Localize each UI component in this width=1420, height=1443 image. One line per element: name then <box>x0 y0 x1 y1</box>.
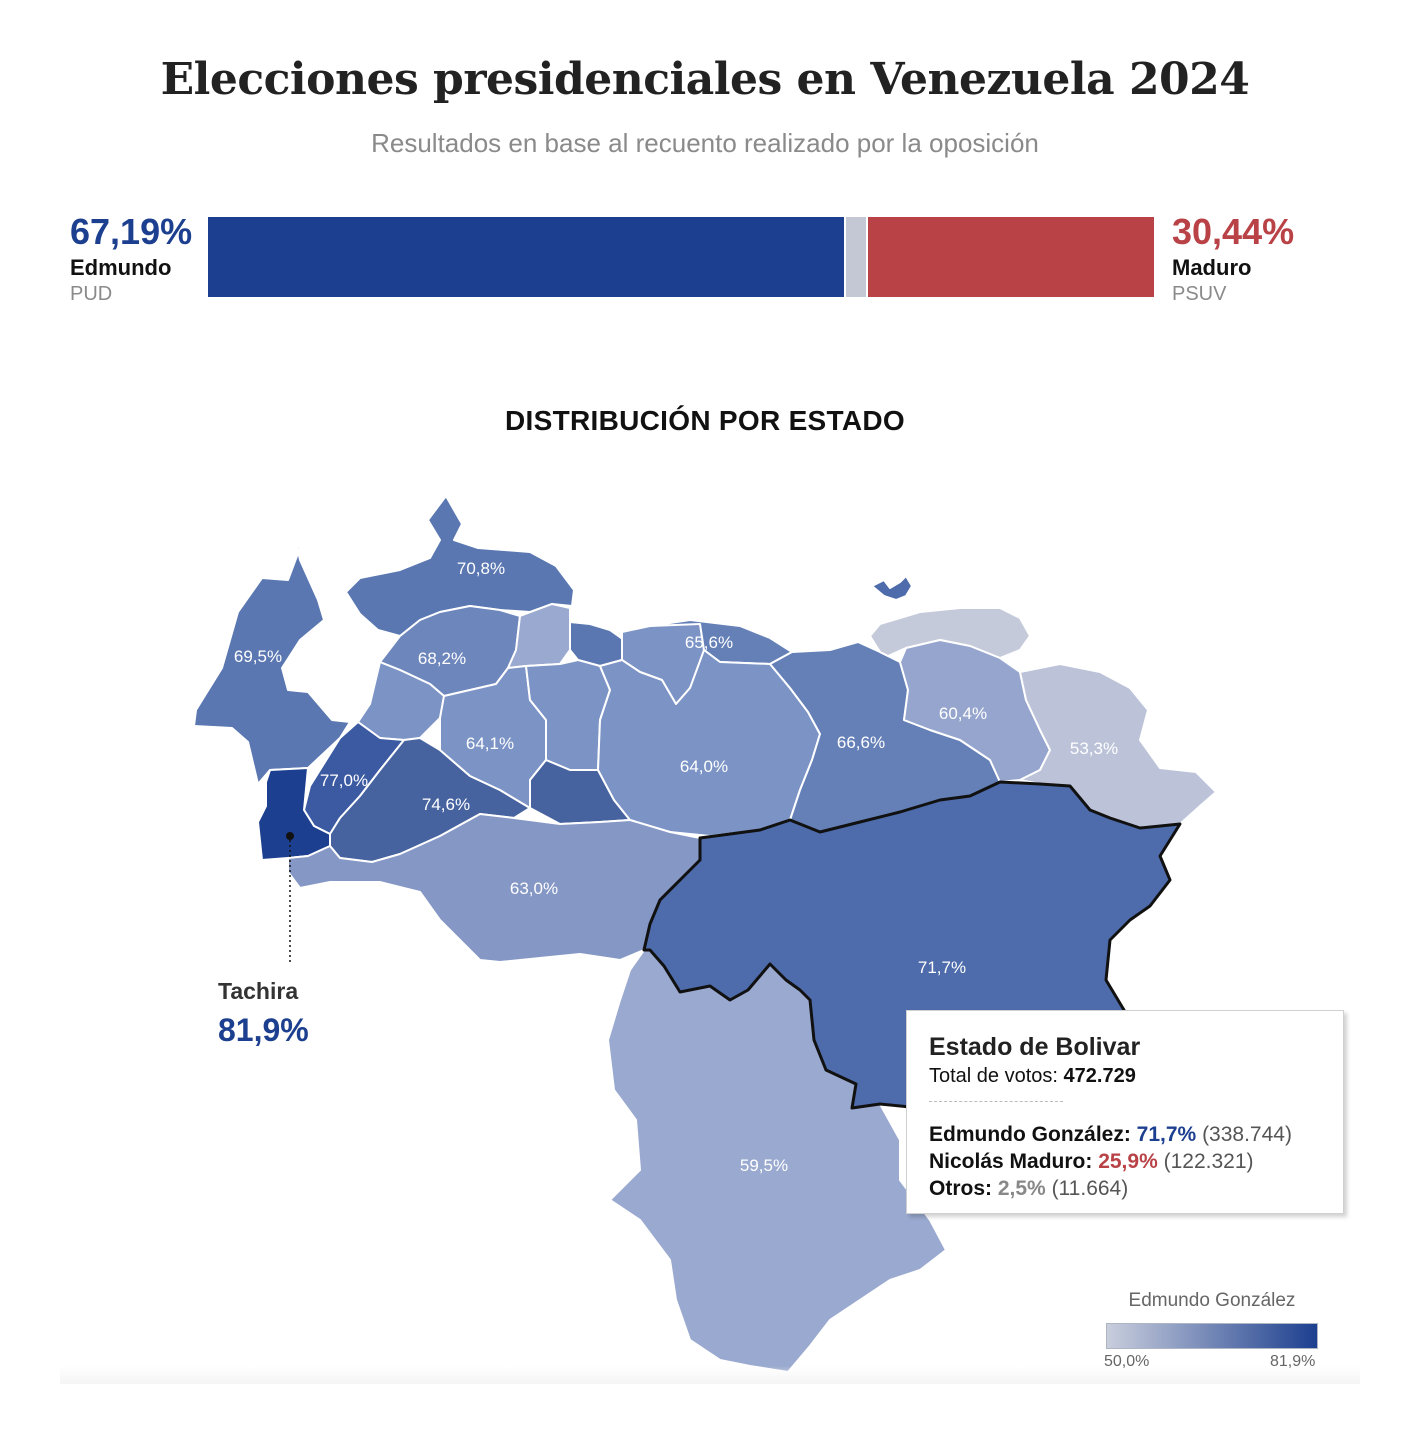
candidate-right-pct: 30,44% <box>1172 211 1295 252</box>
legend-color-scale <box>1106 1323 1318 1349</box>
state-label-apure: 63,0% <box>510 879 558 898</box>
tooltip-row-otros: Otros: 2,5% (11.664) <box>929 1177 1128 1201</box>
tooltip-row-pct: 71,7% <box>1136 1123 1197 1146</box>
state-label-bolivar: 71,7% <box>918 958 966 977</box>
tooltip-total-label: Total de votos: <box>929 1065 1058 1087</box>
tooltip-row-label: Nicolás Maduro: <box>929 1150 1093 1173</box>
callout-state-value: 81,9% <box>218 1012 309 1048</box>
tooltip-row-pct: 2,5% <box>997 1177 1046 1200</box>
results-bar-edmundo <box>208 217 844 297</box>
tooltip-row-label: Edmundo González: <box>929 1123 1131 1146</box>
legend-title: Edmundo González <box>1128 1290 1296 1311</box>
tooltip-row-count: (11.664) <box>1051 1177 1129 1200</box>
state-label-miranda: 65,6% <box>685 633 733 652</box>
state-label-falcon: 70,8% <box>457 559 505 578</box>
state-label-barinas: 74,6% <box>422 795 470 814</box>
tooltip-row-count: (338.744) <box>1202 1123 1292 1146</box>
tooltip-title: Estado de Bolivar <box>929 1033 1141 1061</box>
state-label-delta-amacuro: 53,3% <box>1070 739 1118 758</box>
state-sucre[interactable] <box>869 607 1031 659</box>
candidate-left-name: Edmundo <box>70 255 172 280</box>
candidate-left-party: PUD <box>70 283 113 305</box>
tooltip-total: Total de votos: 472.729 <box>929 1065 1136 1088</box>
state-label-guarico: 64,0% <box>680 757 728 776</box>
tooltip-row-label: Otros: <box>929 1177 992 1200</box>
tooltip-total-value: 472.729 <box>1063 1065 1136 1087</box>
section-title: DISTRIBUCIÓN POR ESTADO <box>505 405 905 436</box>
candidate-right-party: PSUV <box>1172 283 1227 305</box>
candidate-right-name: Maduro <box>1172 255 1252 280</box>
state-label-zulia: 69,5% <box>234 647 282 666</box>
tooltip-row-pct: 25,9% <box>1098 1150 1158 1173</box>
candidate-left-pct: 67,19% <box>70 211 193 252</box>
callout-marker <box>286 832 294 840</box>
state-nueva-esparta[interactable] <box>871 575 913 601</box>
legend-min-label: 50,0% <box>1104 1353 1150 1370</box>
callout-state-name: Tachira <box>218 978 299 1004</box>
tooltip-row-edmundo: Edmundo González: 71,7% (338.744) <box>929 1123 1292 1147</box>
state-label-amazonas: 59,5% <box>740 1156 788 1175</box>
results-bar-others <box>846 217 866 297</box>
results-bar-maduro <box>868 217 1154 297</box>
candidate-left: 67,19% Edmundo PUD <box>70 210 192 306</box>
state-yaracuy[interactable] <box>507 603 571 669</box>
tooltip-separator <box>929 1101 1063 1102</box>
tooltip-row-maduro: Nicolás Maduro: 25,9% (122.321) <box>929 1150 1254 1174</box>
state-label-lara: 68,2% <box>418 649 466 668</box>
candidate-right: 30,44% Maduro PSUV <box>1172 210 1294 306</box>
page-title: Elecciones presidenciales en Venezuela 2… <box>160 54 1250 105</box>
bottom-fade <box>60 1366 1360 1384</box>
page-subtitle: Resultados en base al recuento realizado… <box>371 128 1039 158</box>
state-label-monagas: 60,4% <box>939 704 987 723</box>
state-label-merida: 77,0% <box>320 771 368 790</box>
tooltip-row-count: (122.321) <box>1163 1150 1254 1173</box>
state-label-portuguesa: 64,1% <box>466 734 514 753</box>
legend-max-label: 81,9% <box>1270 1353 1316 1370</box>
state-label-anzoategui: 66,6% <box>837 733 885 752</box>
state-tooltip: Estado de Bolivar Total de votos: 472.72… <box>906 1010 1344 1214</box>
